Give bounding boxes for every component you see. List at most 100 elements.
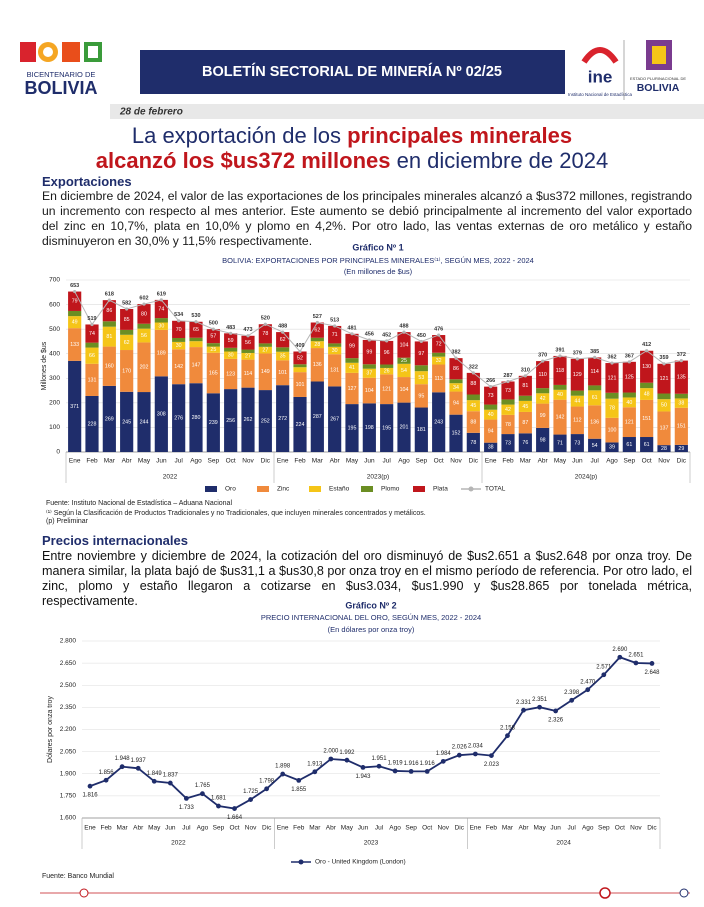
segment-label: 78 bbox=[609, 406, 615, 412]
bar-segment bbox=[605, 442, 619, 452]
segment-label: 114 bbox=[244, 371, 252, 377]
bar-segment bbox=[276, 360, 290, 386]
legend-label: Oro - United Kingdom (London) bbox=[315, 859, 406, 866]
bar-segment bbox=[310, 348, 324, 382]
y-tick-label: 600 bbox=[49, 301, 60, 308]
legend-swatch bbox=[205, 486, 217, 492]
total-label: 409 bbox=[295, 343, 304, 349]
total-label: 476 bbox=[434, 326, 443, 332]
chart-subtitle: BOLIVIA: EXPORTACIONES POR PRINCIPALES M… bbox=[222, 256, 534, 265]
data-label: 1.816 bbox=[83, 793, 99, 799]
segment-label: 50 bbox=[661, 403, 667, 409]
point bbox=[216, 803, 221, 809]
data-label: 1.919 bbox=[388, 761, 404, 767]
headline-highlight: alcanzó los $us372 millones bbox=[95, 148, 391, 173]
bar-segment bbox=[154, 322, 168, 330]
y-tick-label: 2.350 bbox=[60, 704, 77, 711]
legend-label: Plomo bbox=[381, 486, 400, 493]
segment-label: 125 bbox=[625, 375, 634, 381]
segment-label: 74 bbox=[158, 306, 164, 312]
total-label: 519 bbox=[87, 316, 96, 322]
data-label: 2.398 bbox=[564, 690, 580, 696]
bar-segment bbox=[466, 400, 480, 412]
paragraph: Entre noviembre y diciembre de 2024, la … bbox=[42, 549, 692, 608]
total-marker bbox=[367, 338, 371, 342]
total-marker bbox=[419, 339, 423, 344]
x-tick-label: Mar bbox=[309, 825, 321, 832]
segment-label: 170 bbox=[122, 368, 131, 374]
x-tick-label: Ene bbox=[277, 825, 289, 832]
bar-segment bbox=[310, 341, 324, 349]
segment-label: 142 bbox=[174, 364, 183, 370]
bar-segment bbox=[328, 346, 342, 355]
segment-label: 195 bbox=[348, 425, 357, 431]
segment-label: 280 bbox=[192, 415, 201, 421]
total-marker bbox=[489, 385, 493, 389]
paragraph: En diciembre de 2024, el valor de las ex… bbox=[42, 189, 692, 248]
point bbox=[440, 758, 446, 764]
y-tick-label: 2.200 bbox=[60, 726, 77, 733]
data-label: 1.984 bbox=[436, 751, 452, 757]
segment-label: 62 bbox=[280, 337, 286, 343]
segment-label: 276 bbox=[174, 415, 183, 421]
total-label: 473 bbox=[243, 327, 252, 333]
bar-segment bbox=[345, 404, 359, 452]
bar-segment bbox=[276, 351, 290, 361]
x-tick-label: Nov bbox=[658, 458, 670, 465]
point bbox=[151, 778, 157, 784]
bar-segment bbox=[466, 372, 480, 395]
total-label: 385 bbox=[590, 349, 599, 355]
x-tick-label: Ago bbox=[398, 458, 410, 465]
segment-label: 74 bbox=[89, 331, 95, 337]
x-tick-label: Mar bbox=[104, 458, 116, 465]
bar-segment bbox=[570, 406, 584, 435]
bar-segment bbox=[657, 399, 671, 412]
point bbox=[328, 756, 334, 762]
segment-label: 149 bbox=[261, 369, 270, 375]
x-tick-label: Feb bbox=[293, 825, 305, 832]
data-label: 1.898 bbox=[275, 764, 291, 770]
bar-segment bbox=[68, 328, 82, 361]
point bbox=[135, 765, 141, 771]
bar-segment bbox=[189, 341, 203, 348]
logo-text: BOLIVIA bbox=[24, 78, 97, 98]
x-tick-label: Oct bbox=[229, 825, 239, 832]
total-label: 483 bbox=[226, 325, 235, 331]
bar-segment bbox=[206, 393, 220, 452]
total-marker bbox=[523, 374, 527, 378]
data-label: 1.948 bbox=[115, 756, 131, 762]
bar-segment bbox=[536, 427, 550, 452]
segment-label: 135 bbox=[677, 375, 686, 381]
segment-label: 224 bbox=[296, 422, 305, 428]
total-label: 362 bbox=[607, 355, 616, 361]
segment-label: 99 bbox=[366, 350, 372, 356]
total-marker bbox=[593, 355, 597, 359]
x-tick-label: Nov bbox=[245, 825, 257, 832]
bar-segment bbox=[258, 390, 272, 452]
segment-label: 86 bbox=[106, 308, 112, 314]
segment-label: 62 bbox=[314, 328, 320, 334]
segment-label: 104 bbox=[400, 387, 409, 393]
x-tick-label: Dic bbox=[261, 458, 271, 465]
chart-title: Gráfico Nº 2 bbox=[345, 600, 396, 610]
data-label: 2.023 bbox=[484, 762, 500, 768]
x-tick-label: Abr bbox=[538, 458, 549, 465]
segment-label: 80 bbox=[141, 311, 147, 317]
bar-segment bbox=[588, 438, 602, 452]
bar-segment bbox=[362, 368, 376, 378]
segment-label: 165 bbox=[209, 370, 218, 376]
bar-segment bbox=[414, 407, 428, 452]
data-label: 2.034 bbox=[468, 744, 484, 750]
total-label: 287 bbox=[503, 373, 512, 379]
year-label: 2022 bbox=[171, 840, 186, 847]
segment-label: 99 bbox=[349, 343, 355, 349]
x-tick-label: Oct bbox=[642, 458, 652, 465]
bar-segment bbox=[345, 333, 359, 359]
bar-segment bbox=[466, 394, 480, 401]
total-marker bbox=[333, 324, 337, 328]
segment-label: 81 bbox=[106, 334, 112, 340]
bar-segment bbox=[102, 321, 116, 327]
bar-segment bbox=[345, 362, 359, 373]
segment-label: 195 bbox=[382, 425, 391, 431]
bar-segment bbox=[449, 391, 463, 415]
